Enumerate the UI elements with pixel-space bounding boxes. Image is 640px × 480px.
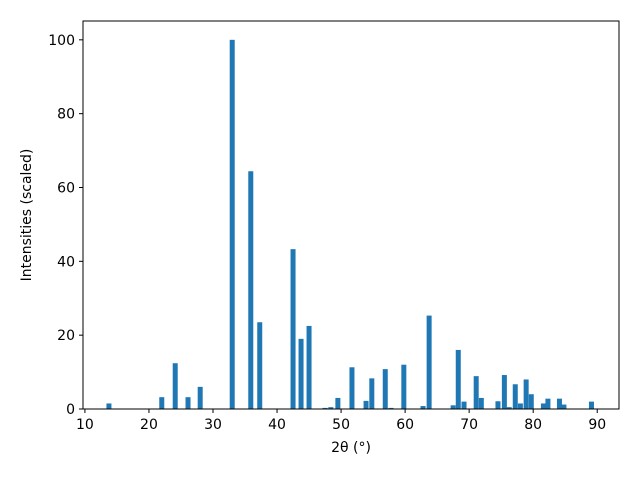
x-tick-label: 20 xyxy=(140,417,158,433)
bar xyxy=(290,249,296,409)
bar xyxy=(172,363,178,409)
bar xyxy=(363,400,369,409)
bar xyxy=(382,369,388,409)
bar xyxy=(229,39,235,409)
bar xyxy=(528,394,534,409)
bar xyxy=(461,401,467,409)
bar xyxy=(523,379,529,409)
y-tick-label: 100 xyxy=(48,33,75,49)
x-tick-label: 30 xyxy=(204,417,222,433)
bar xyxy=(450,405,456,409)
bar xyxy=(478,397,484,409)
bar xyxy=(495,401,501,409)
bar xyxy=(322,407,328,409)
y-tick-label: 40 xyxy=(57,254,75,270)
bar xyxy=(306,325,312,409)
x-tick-label: 10 xyxy=(76,417,94,433)
x-tick-label: 50 xyxy=(332,417,350,433)
bar xyxy=(561,404,567,409)
y-axis-label: Intensities (scaled) xyxy=(19,149,35,282)
bar xyxy=(349,367,355,409)
bar xyxy=(455,349,461,409)
bar xyxy=(106,403,112,409)
bar xyxy=(257,322,263,409)
bar xyxy=(298,338,304,409)
x-axis-label: 2θ (°) xyxy=(331,440,371,456)
bar xyxy=(540,403,546,409)
bar xyxy=(556,398,562,409)
x-tick-label: 70 xyxy=(460,417,478,433)
bar xyxy=(420,406,426,409)
bar xyxy=(328,407,334,409)
bar xyxy=(517,403,523,409)
bar xyxy=(512,384,518,409)
bar xyxy=(185,397,191,409)
bar xyxy=(335,397,341,409)
bar xyxy=(501,375,507,409)
y-tick-label: 60 xyxy=(57,180,75,196)
bar xyxy=(248,171,254,409)
x-tick-label: 80 xyxy=(524,417,542,433)
x-tick-label: 60 xyxy=(396,417,414,433)
bar xyxy=(506,407,512,409)
y-tick-label: 0 xyxy=(66,402,75,418)
y-tick-label: 20 xyxy=(57,328,75,344)
bar xyxy=(588,401,594,409)
plot-frame xyxy=(82,20,620,410)
y-tick-label: 80 xyxy=(57,107,75,123)
bar xyxy=(159,397,165,409)
bar xyxy=(473,376,479,409)
bar xyxy=(401,364,407,409)
bar xyxy=(388,407,394,409)
bar xyxy=(545,398,551,409)
bar xyxy=(426,315,432,409)
x-tick-label: 90 xyxy=(588,417,606,433)
x-tick-label: 40 xyxy=(268,417,286,433)
bar xyxy=(369,378,375,409)
bar xyxy=(197,386,203,409)
